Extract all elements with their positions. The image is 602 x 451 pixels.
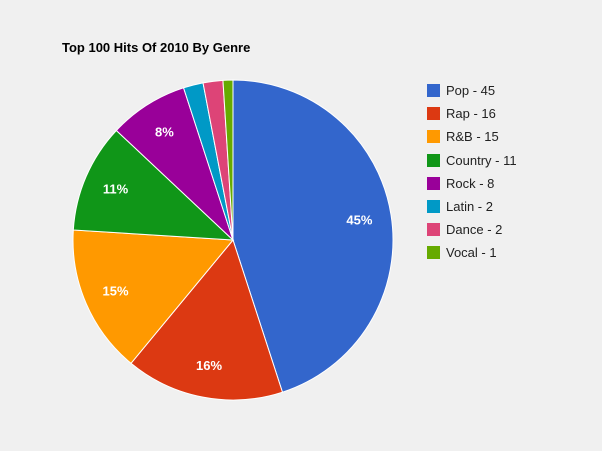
legend-swatch-3 (427, 153, 440, 167)
legend-swatch-5 (427, 200, 440, 214)
legend-label-4: Rock - 8 (446, 175, 495, 191)
pie-slice-7 (222, 79, 234, 241)
pie-slices (72, 79, 394, 401)
legend-swatch-6 (427, 223, 440, 237)
legend-label-3: Country - 11 (446, 152, 517, 168)
legend-item-3: Country - 11 (427, 149, 517, 172)
pie-slice-3 (72, 129, 235, 241)
slice-label-2: 15% (103, 283, 129, 298)
legend-label-5: Latin - 2 (446, 199, 493, 215)
slice-label-0: 45% (346, 212, 372, 227)
legend-item-0: Pop - 45 (427, 79, 517, 102)
legend-item-5: Latin - 2 (427, 195, 517, 218)
slice-label-4: 8% (155, 124, 174, 139)
legend-label-0: Pop - 45 (446, 83, 496, 99)
legend-swatch-4 (427, 176, 440, 190)
legend-swatch-1 (427, 107, 440, 121)
legend-swatch-2 (427, 130, 440, 144)
legend-item-6: Dance - 2 (427, 218, 517, 241)
chart-title: Top 100 Hits Of 2010 By Genre (62, 40, 251, 55)
slice-label-1: 16% (196, 358, 222, 373)
legend-label-7: Vocal - 1 (446, 245, 497, 261)
legend-label-1: Rap - 16 (446, 106, 496, 122)
pie-slice-1 (130, 238, 284, 401)
legend-item-4: Rock - 8 (427, 172, 517, 195)
legend-item-2: R&B - 15 (427, 125, 517, 148)
legend-swatch-0 (427, 84, 440, 98)
legend-label-6: Dance - 2 (446, 222, 503, 238)
slice-label-3: 11% (103, 182, 129, 197)
pie-slice-0 (232, 79, 394, 393)
legend-item-7: Vocal - 1 (427, 241, 517, 264)
legend: Pop - 45 Rap - 16 R&B - 15 Country - 11 Rock… (427, 79, 517, 265)
pie-slice-2 (72, 229, 235, 364)
legend-swatch-7 (427, 246, 440, 260)
legend-label-2: R&B - 15 (446, 129, 499, 145)
pie-labels: 45% 16% 15% 11% 8% (103, 124, 373, 373)
legend-item-1: Rap - 16 (427, 102, 517, 125)
